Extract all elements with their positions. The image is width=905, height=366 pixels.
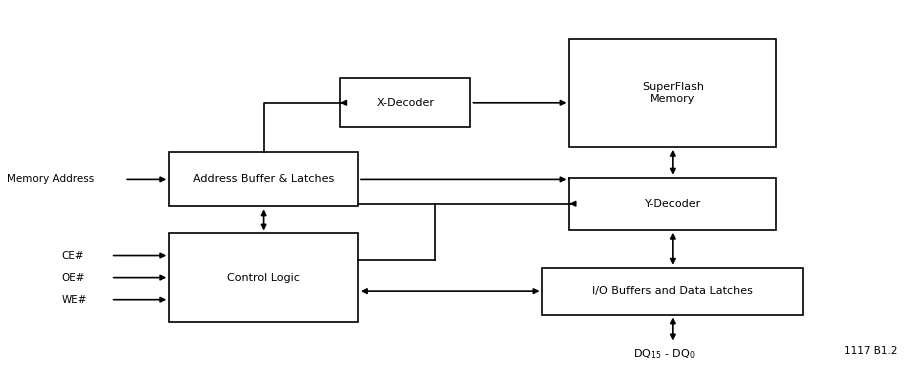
Text: DQ$_{15}$ - DQ$_{0}$: DQ$_{15}$ - DQ$_{0}$ [633, 347, 695, 361]
FancyBboxPatch shape [169, 234, 358, 322]
FancyBboxPatch shape [169, 152, 358, 206]
Text: X-Decoder: X-Decoder [376, 98, 434, 108]
Text: Control Logic: Control Logic [227, 273, 300, 283]
Text: SuperFlash
Memory: SuperFlash Memory [642, 82, 704, 104]
FancyBboxPatch shape [340, 78, 471, 127]
Text: WE#: WE# [62, 295, 87, 305]
Text: 1117 B1.2: 1117 B1.2 [844, 346, 898, 356]
Text: Y-Decoder: Y-Decoder [644, 199, 701, 209]
Text: CE#: CE# [62, 251, 84, 261]
Text: Address Buffer & Latches: Address Buffer & Latches [193, 174, 334, 184]
Text: Memory Address: Memory Address [7, 174, 94, 184]
Text: I/O Buffers and Data Latches: I/O Buffers and Data Latches [593, 286, 753, 296]
FancyBboxPatch shape [542, 268, 804, 314]
FancyBboxPatch shape [569, 178, 776, 230]
FancyBboxPatch shape [569, 39, 776, 147]
Text: OE#: OE# [62, 273, 85, 283]
